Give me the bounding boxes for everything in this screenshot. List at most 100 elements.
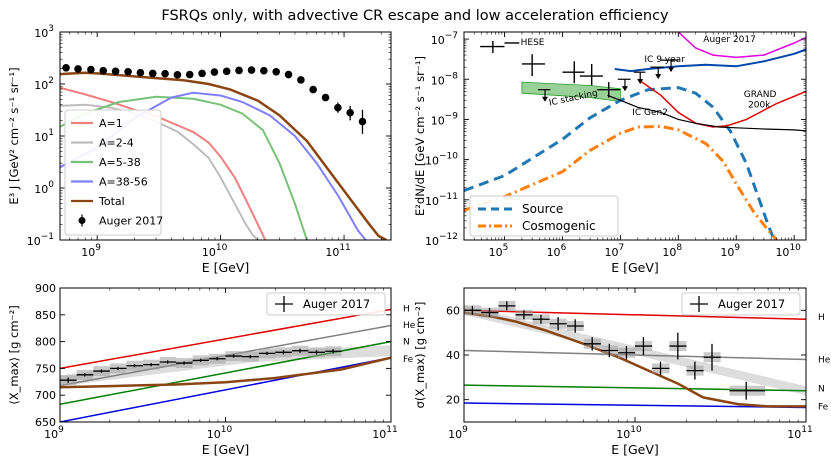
y-tick-label: 60	[446, 304, 460, 317]
y-tick-label: 10−7	[431, 31, 458, 47]
x-tick-label: 1010	[775, 243, 801, 259]
series-source	[464, 86, 776, 240]
legend-label: Auger 2017	[99, 215, 163, 228]
panels: 109 1010 1011 10−1 100 101 102 103 E [GeV] E³ J […	[7, 24, 831, 457]
x-tick-label: 109	[81, 243, 101, 259]
data-point	[136, 68, 145, 77]
series-a-5-38	[60, 95, 308, 240]
y-tick-label: 700	[35, 389, 56, 402]
y-tick-label: 850	[35, 309, 56, 322]
composition-label: H	[818, 313, 825, 323]
data-point	[346, 108, 354, 117]
legend-box	[64, 109, 162, 236]
composition-label: H	[403, 304, 410, 314]
panel-bl: 109 1010 1011 650 700 750 800 850 900 E [GeV] ⟨X_m…	[7, 282, 416, 457]
x-axis-label: E [GeV]	[202, 442, 250, 457]
x-tick-label: 1011	[325, 243, 350, 259]
plot-area-br	[464, 300, 806, 409]
x-tick-label: 1011	[787, 425, 812, 441]
composition-label: He	[403, 321, 416, 331]
data-point	[260, 66, 268, 75]
x-tick-label: 107	[604, 243, 624, 259]
plot-area-bl	[60, 308, 391, 422]
x-tick-label: 1011	[372, 425, 397, 441]
data-point	[321, 93, 330, 102]
y-tick-label: 750	[35, 362, 56, 375]
series-fe	[464, 402, 806, 409]
annotation: IC 9 year	[644, 55, 685, 65]
series-model	[464, 311, 806, 408]
data-point	[272, 67, 280, 76]
y-tick-label: 102	[34, 76, 54, 92]
composition-label: N	[818, 385, 825, 395]
y-tick-label: 10−8	[431, 71, 459, 87]
series-ic-9-year	[614, 48, 806, 73]
panel-tl: 109 1010 1011 10−1 100 101 102 103 E [GeV] E³ J […	[7, 24, 392, 275]
legend-label: Total	[98, 195, 125, 208]
annotation: 200k	[748, 100, 771, 110]
legend-box	[681, 292, 801, 316]
y-tick-label: 10−11	[425, 192, 458, 208]
data-point	[87, 65, 95, 74]
figure-title: FSRQs only, with advective CR escape and…	[161, 8, 669, 24]
annotation: GRAND	[744, 90, 777, 100]
data-point	[284, 70, 293, 79]
series-fe	[60, 356, 391, 422]
plot-frame	[463, 31, 807, 241]
series-a-2-4	[60, 103, 259, 240]
panel-br: 109 1010 1011 20 40 60 E [GeV] σ(X_max) [g cm⁻²…	[413, 287, 831, 457]
data-point	[358, 117, 367, 126]
x-tick-label: 1010	[207, 425, 233, 441]
x-tick-label: 109	[448, 425, 468, 441]
legend-label: A=1	[99, 117, 123, 130]
data-point	[334, 103, 342, 112]
upper-limit-arrow	[637, 79, 644, 85]
legend-label: A=2-4	[99, 137, 134, 150]
upper-limit-arrow	[668, 67, 675, 73]
upper-limit-arrow	[621, 86, 628, 92]
data-point	[99, 66, 108, 75]
y-tick-label: 10−9	[431, 111, 459, 127]
series-auger-2017	[677, 32, 806, 59]
y-axis-label: E³ J [GeV² cm⁻² s⁻¹ sr⁻¹]	[7, 67, 21, 204]
series-grand-200k	[637, 78, 806, 128]
data-point	[173, 71, 182, 79]
y-tick-label: 101	[34, 128, 54, 144]
x-tick-label: 105	[489, 243, 509, 259]
data-point	[198, 69, 206, 78]
x-tick-label: 1010	[202, 243, 228, 259]
data-point	[247, 66, 256, 74]
legend-label: Auger 2017	[303, 297, 370, 311]
legend-label: A=5-38	[99, 156, 141, 169]
data-point	[74, 65, 82, 73]
y-tick-label: 103	[34, 24, 54, 40]
data-point	[297, 76, 305, 84]
data-point	[148, 69, 157, 78]
x-axis-label: E [GeV]	[611, 260, 659, 275]
y-axis-label: E²dN/dE [GeV cm⁻² s⁻¹ sr⁻¹]	[413, 56, 427, 216]
legend-label: A=38-56	[99, 176, 148, 189]
legend-label: Auger 2017	[718, 297, 785, 311]
data-point	[62, 63, 70, 72]
legend-label: Cosmogenic	[522, 219, 596, 233]
data-point	[309, 85, 317, 94]
y-tick-label: 650	[35, 416, 56, 429]
y-tick-label: 10−10	[425, 152, 458, 168]
x-axis-label: E [GeV]	[611, 442, 659, 457]
y-tick-label: 100	[34, 180, 54, 196]
legend-box	[266, 292, 386, 316]
series-model	[60, 356, 391, 389]
composition-label: Fe	[818, 402, 829, 412]
series-h	[60, 308, 391, 370]
y-tick-label: 10−12	[425, 232, 458, 248]
data-point	[185, 70, 194, 79]
y-axis-label: σ(X_max) [g cm⁻²]	[413, 302, 427, 409]
x-tick-label: 109	[720, 243, 740, 259]
composition-label: He	[818, 355, 831, 365]
y-tick-label: 40	[446, 349, 460, 362]
x-tick-label: 108	[662, 243, 682, 259]
upper-limit-arrow	[541, 96, 548, 102]
annotation: Auger 2017	[703, 35, 756, 45]
data-point	[210, 68, 219, 76]
